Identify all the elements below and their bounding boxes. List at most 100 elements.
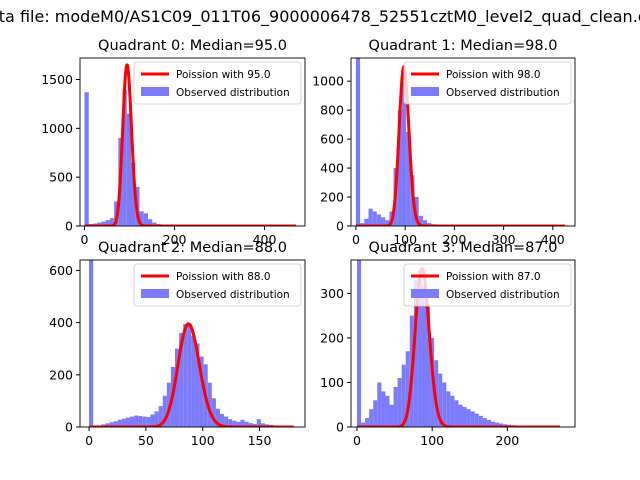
histogram-bar <box>478 415 483 427</box>
histogram-bar <box>369 409 374 427</box>
histogram-bar <box>187 325 192 427</box>
histogram-bar <box>418 215 423 226</box>
axes-frame <box>79 57 306 227</box>
histogram-bar <box>450 395 455 427</box>
histogram-bar <box>401 81 407 226</box>
x-tick-label: 200 <box>442 232 466 247</box>
histogram-bar <box>166 382 171 427</box>
histogram-bar <box>109 422 114 427</box>
y-tick-label: 200 <box>320 190 344 205</box>
axes-frame <box>350 259 576 428</box>
histogram-bar <box>126 113 132 226</box>
histogram-bar <box>421 284 427 427</box>
histogram-bar <box>130 416 135 427</box>
histogram-bar <box>422 220 428 226</box>
histogram-bar <box>248 423 253 427</box>
histogram-bar <box>175 348 180 427</box>
histogram-bar <box>215 408 220 427</box>
histogram-bar <box>252 423 257 427</box>
legend-bar-swatch <box>411 289 439 298</box>
panel-title: Quadrant 2: Median=88.0 <box>98 240 287 256</box>
histogram-bar <box>482 418 487 427</box>
histogram-bar <box>256 419 261 427</box>
histogram-bar <box>232 420 237 427</box>
x-tick-label: 200 <box>163 232 187 247</box>
histogram-bar <box>499 423 504 427</box>
histogram-bar <box>495 422 500 427</box>
histogram-bar <box>89 260 94 427</box>
histogram-bar <box>368 208 373 226</box>
histogram-bar <box>397 110 402 226</box>
y-tick-label: 600 <box>320 132 344 147</box>
histogram-bar <box>462 406 467 427</box>
histogram-bar <box>397 378 402 427</box>
histogram-bar <box>361 422 366 427</box>
histogram-bar <box>260 423 265 427</box>
histogram-bar <box>376 214 382 226</box>
histogram-bar <box>405 351 410 427</box>
histogram-bar <box>122 89 127 226</box>
y-tick-label: 300 <box>320 286 344 301</box>
histogram-bar <box>84 92 89 226</box>
histogram-bar <box>138 416 143 427</box>
x-tick-label: 0 <box>352 232 360 247</box>
histogram-bar <box>113 421 118 427</box>
plot-area-2 <box>88 260 295 427</box>
y-tick-label: 200 <box>320 330 344 345</box>
panel-quadrant-3: 0 100 200 0 100 200 300 Quadrant 3: Median=87.0… <box>320 240 576 448</box>
y-tick-label: 800 <box>320 103 344 118</box>
legend-box <box>403 263 572 307</box>
histogram-bar <box>146 417 151 427</box>
legend-line-label: Poission with 87.0 <box>446 271 541 283</box>
histogram-bar <box>97 222 102 226</box>
y-tick-label: 1000 <box>312 74 344 89</box>
legend-bar-swatch <box>141 289 169 298</box>
legend-bar-swatch <box>411 87 439 96</box>
legend-bar-label: Observed distribution <box>176 87 290 99</box>
plot-area-3 <box>356 260 561 427</box>
histogram-bar <box>385 220 390 226</box>
legend-box <box>133 263 302 307</box>
legend-line-label: Poission with 88.0 <box>176 271 271 283</box>
x-tick-label: 0 <box>85 433 93 448</box>
histogram-bar <box>373 400 378 427</box>
histogram-bar <box>240 419 245 427</box>
histogram-bar <box>134 415 139 427</box>
histogram-bar <box>154 411 159 427</box>
histogram-bar <box>207 382 212 427</box>
histogram-bar <box>125 417 130 427</box>
panel-quadrant-1: 0 100 200 300 400 0 200 400 600 800 1000 Quadrant 1… <box>312 38 576 247</box>
histogram-bar <box>117 419 122 427</box>
histogram-bar <box>372 211 377 226</box>
histogram-bar <box>121 418 126 427</box>
panel-quadrant-2: 0 50 100 150 0 200 400 600 Quadrant 2: Median=88… <box>49 240 306 448</box>
histogram-bar <box>224 416 229 427</box>
axes-frame <box>79 259 306 428</box>
histogram-bar <box>191 335 196 427</box>
y-tick-label: 100 <box>320 375 344 390</box>
plot-area-0 <box>83 63 297 226</box>
legend-bar-label: Observed distribution <box>446 289 560 301</box>
y-tick-label: 1000 <box>41 121 73 136</box>
histogram-bar <box>105 423 110 427</box>
histogram-bar <box>244 421 249 427</box>
x-tick-label: 100 <box>393 232 417 247</box>
histogram-bar <box>454 400 459 427</box>
legend-line-label: Poission with 95.0 <box>176 69 271 81</box>
histogram-bar <box>139 211 144 226</box>
panel-quadrant-0: 0 200 400 0 500 1000 1500 Quadrant 0: Median=95… <box>41 38 306 247</box>
histogram-bar <box>179 333 184 427</box>
y-tick-label: 400 <box>49 315 73 330</box>
histogram-bar <box>147 219 153 226</box>
legend-line-label: Poission with 98.0 <box>446 69 541 81</box>
histogram-bar <box>143 213 148 226</box>
x-tick-label: 0 <box>353 433 361 448</box>
histogram-bar <box>357 260 362 427</box>
histogram-bar <box>236 421 241 427</box>
histogram-bar <box>406 131 411 226</box>
histogram-bar <box>385 395 390 427</box>
x-tick-label: 0 <box>81 232 89 247</box>
x-tick-label: 100 <box>420 433 444 448</box>
histogram-bar <box>131 162 136 226</box>
